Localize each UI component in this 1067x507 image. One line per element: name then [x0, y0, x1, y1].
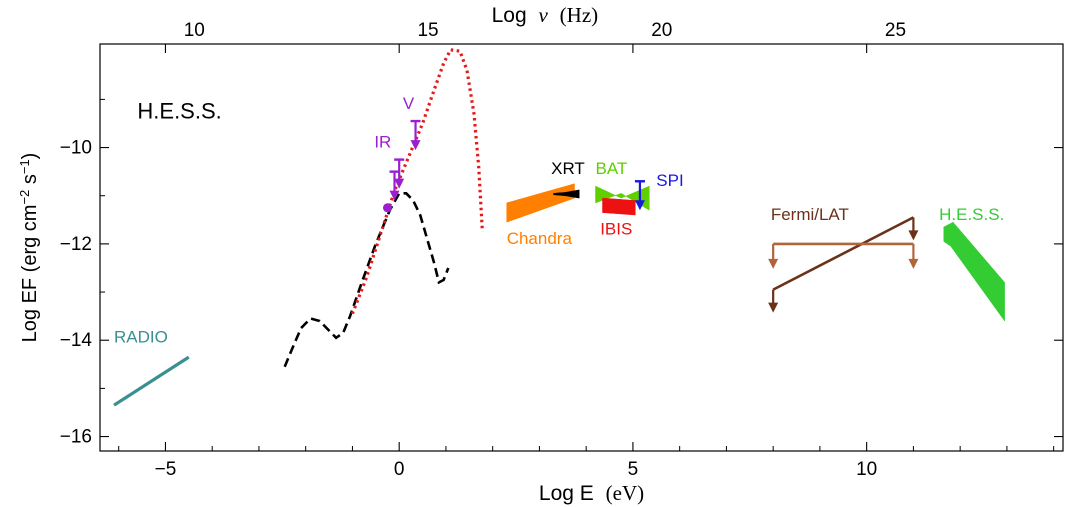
top-tick-label: 20 [651, 20, 672, 41]
y-tick-label: −14 [60, 330, 93, 351]
fermi-limit-arrow [908, 217, 919, 241]
series-label: XRT [551, 159, 585, 178]
top-axis-label: Log ν (Hz) [492, 3, 599, 27]
top-tick-label: 15 [417, 20, 438, 41]
series-label: BAT [596, 159, 628, 178]
series-label: H.E.S.S. [939, 205, 1004, 224]
plot-frame [99, 43, 1064, 452]
axes: −5 0 5 10 10 15 20 25 −10 −12 −14 −16 [60, 20, 1063, 480]
data-point [382, 203, 392, 213]
limit-arrowhead [410, 140, 421, 151]
fermi-band-arrow [768, 243, 779, 269]
spectral-band [506, 183, 575, 223]
y-tick-label: −16 [60, 427, 92, 448]
series-label: Chandra [507, 229, 573, 248]
x-tick-label: 0 [394, 459, 405, 480]
upper-limit-arrow [389, 170, 400, 201]
y-axis-label-close: ) [19, 153, 41, 160]
spectral-band [553, 189, 580, 199]
y-tick-label: −10 [60, 138, 92, 159]
x-tick-label: 10 [856, 459, 877, 480]
limit-arrowhead [768, 302, 779, 313]
limit-arrowhead [394, 178, 405, 189]
series-label: Fermi/LAT [771, 205, 849, 224]
top-tick-label: 10 [184, 20, 205, 41]
y-axis-label-sup1: −2 [17, 190, 32, 205]
annotation-label: V [403, 94, 415, 113]
spectral-band [602, 197, 636, 216]
upper-limit-arrow [410, 119, 421, 151]
data-markers [382, 119, 919, 313]
limit-arrowhead [768, 258, 779, 269]
x-tick-label: −5 [155, 459, 177, 480]
data-bands [506, 183, 1005, 322]
top-axis-label-nu: ν [539, 3, 549, 27]
limit-arrowhead [389, 190, 400, 201]
data-lines [113, 48, 914, 407]
model-dotted-curve [350, 48, 484, 315]
limit-arrowhead [908, 258, 919, 269]
y-tick-label: −12 [60, 234, 92, 255]
series-label: RADIO [114, 328, 168, 347]
fermi-bowtie-line [772, 216, 914, 291]
series-label: IBIS [600, 219, 632, 238]
top-axis-label-unit: (Hz) [560, 3, 598, 27]
limit-arrowhead [634, 200, 645, 211]
x-axis-label-unit: (eV) [606, 481, 644, 505]
y-axis-label-main: Log EF (erg cm [19, 205, 41, 343]
spectral-band [595, 185, 650, 211]
top-axis-label-main: Log [492, 4, 527, 27]
top-tick-label: 25 [885, 20, 906, 41]
x-tick-label: 5 [628, 459, 639, 480]
upper-limit-arrow [634, 180, 645, 211]
x-axis-label: Log E (eV) [539, 481, 644, 505]
fermi-band-arrow [908, 243, 919, 269]
y-axis-label-mid: s [19, 174, 41, 190]
x-axis-label-main: Log E [539, 482, 594, 505]
y-axis-label: Log EF (erg cm−2 s−1) [17, 153, 42, 343]
panel-label: H.E.S.S. [137, 99, 221, 124]
y-axis-label-sup2: −1 [17, 159, 32, 174]
spectral-band [943, 221, 1005, 322]
model-dashed-curve [283, 192, 450, 368]
upper-limit-arrow [394, 158, 405, 189]
series-labels: RADIO Chandra XRT BAT IBIS SPI Fermi/LAT H.E.S.… [114, 94, 1004, 347]
limit-arrowhead [908, 230, 919, 241]
annotation-label: IR [374, 133, 391, 152]
fermi-limit-arrow [768, 289, 779, 313]
series-label: SPI [656, 171, 683, 190]
series-line [113, 355, 190, 407]
